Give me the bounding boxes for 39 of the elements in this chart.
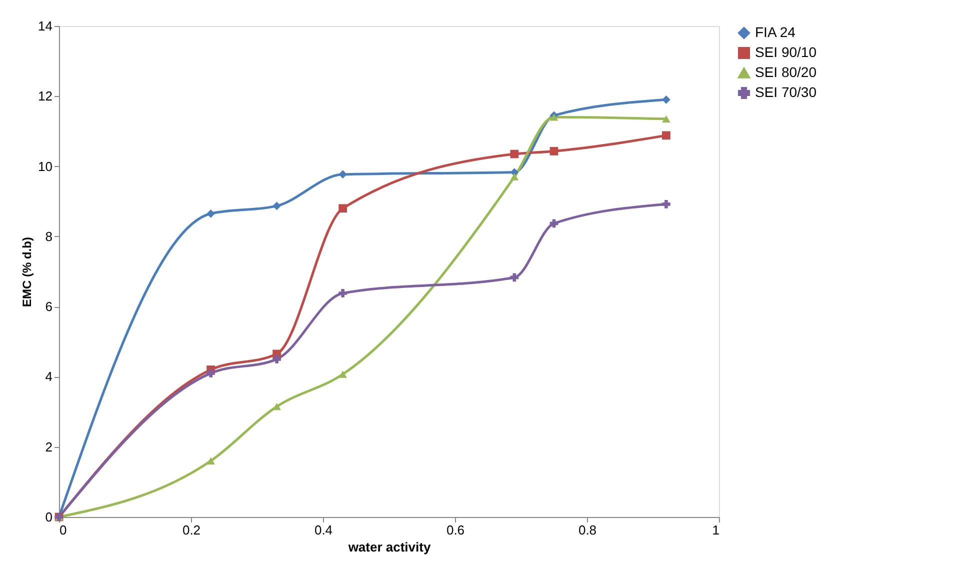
x-tick-label: 0 — [60, 522, 67, 538]
point — [206, 369, 215, 378]
point — [662, 95, 670, 104]
y-tick-label: 4 — [45, 369, 52, 384]
legend-label: SEI 70/30 — [755, 84, 817, 100]
y-tick-label: 2 — [45, 439, 52, 454]
x-tick-label: 0.2 — [182, 522, 201, 538]
point — [272, 402, 281, 410]
x-tick-label: 0.6 — [446, 522, 465, 538]
point — [662, 200, 670, 208]
y-tick-label: 12 — [38, 88, 52, 104]
point — [510, 150, 519, 158]
point — [338, 289, 347, 298]
x-tick-label: 0.4 — [314, 522, 333, 538]
y-axis-title: EMC (% d.b) — [20, 237, 34, 307]
point — [338, 170, 347, 179]
point — [662, 115, 670, 123]
point — [510, 273, 519, 282]
point — [550, 114, 558, 121]
legend-label: FIA 24 — [755, 24, 796, 40]
point — [338, 204, 347, 213]
y-tick-label: 0 — [45, 510, 52, 524]
point — [272, 202, 281, 210]
point — [206, 457, 215, 465]
point — [550, 147, 558, 156]
y-tick-label: 6 — [45, 299, 52, 314]
point — [662, 131, 670, 140]
point — [206, 209, 215, 218]
legend-label: SEI 80/20 — [755, 64, 817, 80]
y-tick-label: 10 — [38, 158, 52, 174]
point — [510, 173, 519, 180]
point — [272, 354, 281, 364]
x-tick-label: 0.8 — [578, 522, 597, 538]
x-tick-label: 1 — [712, 522, 720, 538]
legend-label: SEI 90/10 — [755, 44, 817, 60]
x-axis-title: water activity — [347, 540, 432, 554]
point — [338, 370, 347, 378]
y-tick-label: 14 — [38, 18, 52, 34]
y-tick-label: 8 — [45, 228, 52, 244]
